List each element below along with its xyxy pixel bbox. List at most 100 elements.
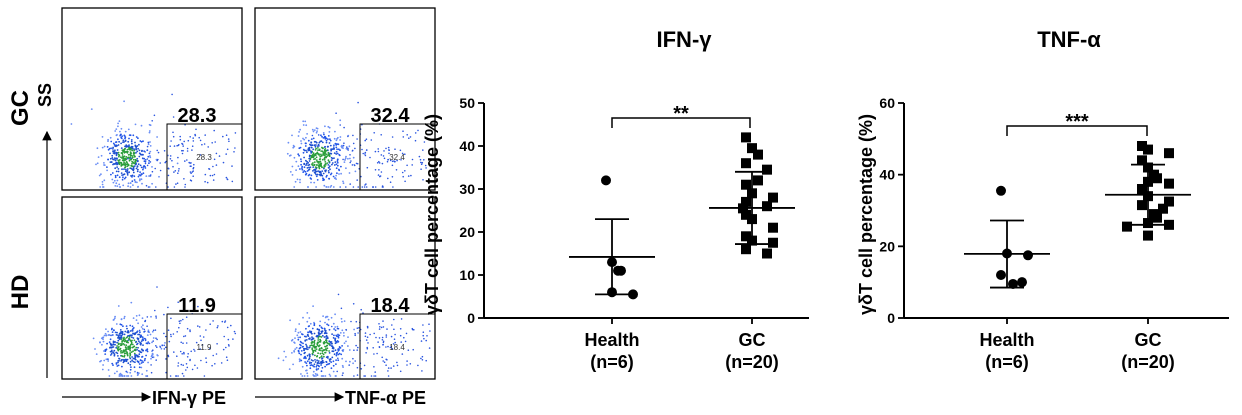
density-dot bbox=[112, 152, 115, 154]
density-dot bbox=[316, 359, 318, 362]
density-dot bbox=[99, 341, 101, 343]
density-dot bbox=[321, 154, 323, 157]
density-dot bbox=[232, 338, 234, 340]
density-dot bbox=[320, 150, 323, 153]
density-dot bbox=[129, 360, 132, 363]
density-dot bbox=[340, 353, 343, 356]
density-dot bbox=[112, 142, 115, 145]
density-dot bbox=[374, 186, 377, 188]
density-dot bbox=[342, 180, 344, 183]
density-dot bbox=[315, 152, 318, 155]
density-dot bbox=[140, 140, 143, 143]
density-dot bbox=[177, 172, 179, 174]
density-dot bbox=[345, 360, 347, 363]
density-dot bbox=[338, 347, 341, 349]
density-dot bbox=[118, 359, 120, 362]
density-dot bbox=[120, 165, 123, 167]
density-dot bbox=[364, 139, 367, 142]
density-dot bbox=[335, 153, 338, 155]
density-dot bbox=[374, 371, 377, 373]
density-dot bbox=[145, 349, 147, 351]
density-dot bbox=[163, 332, 165, 335]
density-dot bbox=[117, 337, 119, 339]
density-dot bbox=[356, 162, 359, 165]
density-dot bbox=[101, 183, 104, 186]
density-dot bbox=[305, 339, 308, 341]
density-dot bbox=[135, 167, 138, 170]
density-dot bbox=[320, 166, 323, 168]
density-dot bbox=[323, 159, 326, 161]
density-dot bbox=[234, 132, 237, 134]
density-dot bbox=[336, 148, 338, 151]
density-dot bbox=[332, 350, 335, 353]
density-dot bbox=[138, 174, 141, 176]
density-dot bbox=[348, 364, 351, 366]
density-dot bbox=[337, 293, 340, 296]
density-dot bbox=[116, 341, 118, 344]
density-dot bbox=[114, 174, 117, 177]
density-dot bbox=[309, 166, 312, 169]
density-dot bbox=[118, 161, 121, 164]
density-dot bbox=[110, 328, 113, 331]
density-dot bbox=[177, 144, 179, 147]
density-dot bbox=[387, 158, 390, 161]
density-dot bbox=[149, 156, 152, 159]
density-dot bbox=[385, 346, 387, 348]
density-dot bbox=[320, 332, 323, 334]
density-dot bbox=[117, 159, 120, 162]
density-dot bbox=[127, 153, 130, 156]
density-dot bbox=[181, 353, 183, 355]
density-dot bbox=[301, 165, 304, 168]
density-dot bbox=[299, 168, 301, 170]
density-dot bbox=[114, 315, 116, 318]
density-dot bbox=[322, 172, 325, 175]
density-dot bbox=[194, 364, 196, 367]
density-dot bbox=[129, 349, 132, 352]
density-dot bbox=[189, 162, 191, 164]
density-dot bbox=[160, 347, 163, 350]
density-dot bbox=[154, 329, 157, 331]
density-dot bbox=[315, 166, 318, 169]
density-dot bbox=[157, 151, 160, 154]
density-dot bbox=[123, 315, 126, 318]
density-dot bbox=[136, 374, 139, 377]
density-dot bbox=[309, 364, 312, 367]
density-dot bbox=[411, 158, 414, 161]
density-dot bbox=[121, 330, 123, 333]
density-dot bbox=[161, 344, 164, 347]
density-dot bbox=[315, 156, 318, 159]
density-dot bbox=[148, 130, 151, 132]
density-dot bbox=[214, 363, 216, 365]
density-dot bbox=[147, 143, 150, 146]
density-dot bbox=[302, 137, 304, 140]
density-dot bbox=[120, 142, 122, 145]
density-dot bbox=[428, 129, 430, 132]
density-dot bbox=[328, 340, 331, 343]
density-dot bbox=[131, 162, 133, 165]
density-dot bbox=[405, 332, 408, 335]
density-dot bbox=[328, 362, 331, 365]
density-dot bbox=[144, 162, 147, 165]
density-dot bbox=[322, 375, 325, 377]
density-dot bbox=[341, 364, 344, 367]
density-dot bbox=[120, 335, 123, 337]
density-dot bbox=[139, 331, 141, 334]
density-dot bbox=[113, 143, 116, 146]
density-dot bbox=[422, 179, 424, 181]
significance-stars: ** bbox=[673, 103, 689, 125]
density-dot bbox=[95, 353, 98, 355]
density-dot bbox=[383, 361, 386, 364]
density-dot bbox=[173, 171, 175, 173]
density-dot bbox=[297, 165, 300, 168]
density-dot bbox=[226, 326, 229, 329]
density-dot bbox=[330, 342, 333, 345]
density-dot bbox=[107, 369, 110, 371]
density-dot bbox=[157, 158, 159, 161]
density-dot bbox=[132, 171, 135, 174]
density-dot bbox=[107, 158, 109, 161]
density-dot bbox=[212, 320, 214, 322]
density-dot bbox=[381, 162, 384, 165]
density-dot bbox=[325, 153, 328, 156]
density-dot bbox=[114, 341, 117, 343]
